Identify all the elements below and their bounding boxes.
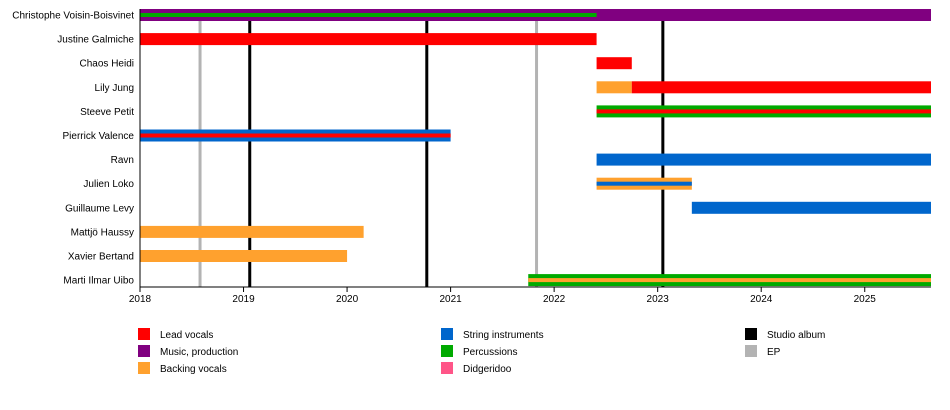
legend-swatch bbox=[745, 328, 757, 340]
legend-swatch bbox=[138, 345, 150, 357]
member-label: Guillaume Levy bbox=[65, 203, 134, 214]
ep-release-line bbox=[535, 9, 539, 287]
member-bar bbox=[596, 81, 632, 94]
studio-album-release-line bbox=[661, 9, 665, 287]
legend-label: Lead vocals bbox=[160, 330, 213, 341]
member-label: Christophe Voisin-Boisvinet bbox=[12, 11, 134, 22]
legend-label: Backing vocals bbox=[160, 364, 227, 375]
member-bar bbox=[596, 153, 931, 166]
x-tick-label: 2021 bbox=[439, 294, 462, 305]
legend-swatch bbox=[441, 362, 453, 374]
member-label: Marti Ilmar Uibo bbox=[63, 276, 134, 287]
member-label: Mattjö Haussy bbox=[71, 227, 134, 238]
x-tick-label: 2025 bbox=[854, 294, 877, 305]
legend-swatch bbox=[138, 328, 150, 340]
studio-album-release-line bbox=[248, 9, 252, 287]
member-label: Pierrick Valence bbox=[62, 131, 134, 142]
member-label: Julien Loko bbox=[83, 179, 134, 190]
x-tick-label: 2022 bbox=[543, 294, 566, 305]
member-label: Steeve Petit bbox=[80, 107, 134, 118]
legend-label: Studio album bbox=[767, 330, 825, 341]
ep-release-line bbox=[198, 9, 202, 287]
member-bar bbox=[140, 225, 364, 238]
x-tick-label: 2024 bbox=[750, 294, 773, 305]
legend-label: Music, production bbox=[160, 347, 238, 358]
member-bar bbox=[596, 57, 632, 70]
legend-label: Percussions bbox=[463, 347, 517, 358]
member-bar-stripe bbox=[140, 133, 451, 138]
member-bar-stripe bbox=[140, 13, 597, 17]
studio-album-release-line bbox=[425, 9, 429, 287]
member-label: Xavier Bertand bbox=[68, 252, 134, 263]
legend-swatch bbox=[745, 345, 757, 357]
x-tick-label: 2023 bbox=[647, 294, 670, 305]
member-label: Ravn bbox=[111, 155, 134, 166]
legend-swatch bbox=[441, 328, 453, 340]
member-bar bbox=[140, 33, 597, 46]
legend-label: String instruments bbox=[463, 330, 544, 341]
legend-label: Didgeridoo bbox=[463, 364, 512, 375]
member-bar-stripe bbox=[596, 109, 931, 114]
member-label: Justine Galmiche bbox=[57, 35, 134, 46]
member-bar bbox=[631, 81, 931, 94]
x-tick-label: 2019 bbox=[232, 294, 255, 305]
member-bar bbox=[140, 250, 348, 262]
member-bar bbox=[691, 201, 931, 214]
member-bar-stripe bbox=[528, 278, 931, 283]
member-label: Lily Jung bbox=[95, 83, 134, 94]
legend-swatch bbox=[441, 345, 453, 357]
x-tick-label: 2018 bbox=[129, 294, 152, 305]
member-bar-stripe bbox=[596, 181, 692, 186]
legend-label: EP bbox=[767, 347, 781, 358]
legend-swatch bbox=[138, 362, 150, 374]
x-tick-label: 2020 bbox=[336, 294, 359, 305]
member-label: Chaos Heidi bbox=[80, 59, 134, 70]
